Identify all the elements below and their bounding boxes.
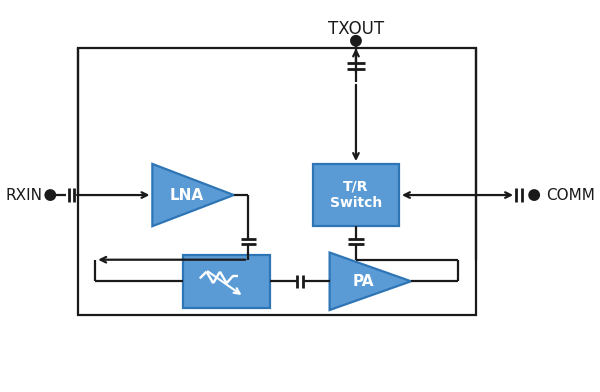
Polygon shape bbox=[152, 164, 234, 226]
Text: LNA: LNA bbox=[169, 187, 203, 203]
Circle shape bbox=[529, 190, 539, 200]
Circle shape bbox=[351, 36, 361, 45]
Text: RXIN: RXIN bbox=[5, 187, 43, 203]
Text: TXOUT: TXOUT bbox=[328, 20, 384, 38]
Bar bbox=[184, 255, 270, 308]
Text: PA: PA bbox=[353, 274, 374, 289]
Circle shape bbox=[46, 190, 55, 200]
Bar bbox=[78, 49, 476, 315]
Bar bbox=[313, 164, 399, 226]
Polygon shape bbox=[329, 252, 411, 310]
Text: T/R
Switch: T/R Switch bbox=[330, 180, 382, 210]
Text: COMM: COMM bbox=[545, 187, 595, 203]
